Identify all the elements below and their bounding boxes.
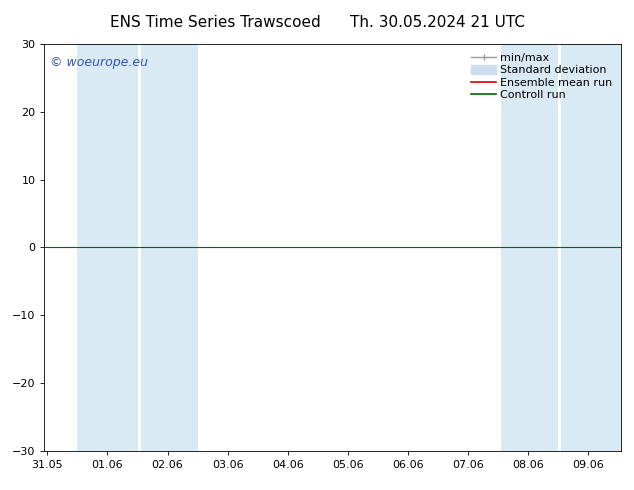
Bar — [77, 44, 138, 451]
Text: © woeurope.eu: © woeurope.eu — [50, 56, 148, 69]
Text: ENS Time Series Trawscoed      Th. 30.05.2024 21 UTC: ENS Time Series Trawscoed Th. 30.05.2024… — [110, 15, 524, 30]
Bar — [561, 44, 621, 451]
Bar — [141, 44, 198, 451]
Legend: min/max, Standard deviation, Ensemble mean run, Controll run: min/max, Standard deviation, Ensemble me… — [468, 49, 616, 103]
Bar — [501, 44, 558, 451]
